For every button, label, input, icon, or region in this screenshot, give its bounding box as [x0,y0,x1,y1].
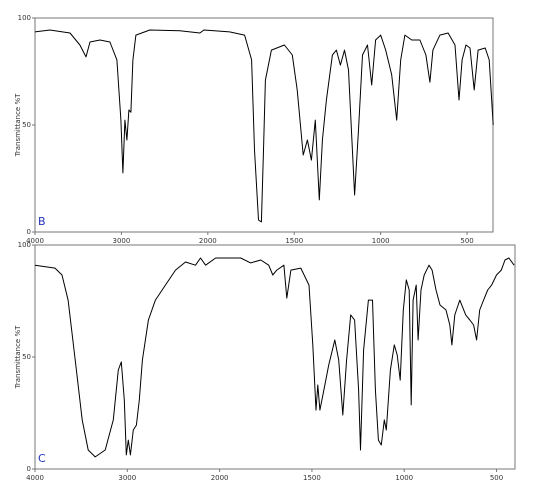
y-tick-label: 50 [22,121,31,129]
panel-label: B [38,215,46,228]
x-tick-label: 1000 [372,237,390,245]
y-tick-label: 0 [27,465,31,473]
y-tick-label: 0 [27,228,31,236]
spectrum-line [34,257,515,458]
y-tick-label: 100 [18,14,31,22]
x-tick-label: 3000 [113,237,131,245]
x-tick-label: 3000 [118,474,136,482]
y-tick-label: 100 [18,241,31,249]
y-axis-label: Transmittance %T [14,93,22,158]
x-tick-label: 2000 [211,474,229,482]
x-tick-label: 4000 [26,474,44,482]
y-tick-label: 50 [22,353,31,361]
x-tick-label: 1500 [303,474,321,482]
y-axis-label: Transmittance %T [14,325,22,390]
spectrum-line [34,29,494,223]
x-tick-label: 1500 [285,237,303,245]
x-tick-label: 500 [490,474,503,482]
x-tick-label: 500 [460,237,473,245]
panel-label: C [38,452,46,465]
x-tick-label: 2000 [199,237,217,245]
plot-frame [34,244,516,470]
x-tick-label: 1000 [395,474,413,482]
x-tick-label: 4000 [26,237,44,245]
